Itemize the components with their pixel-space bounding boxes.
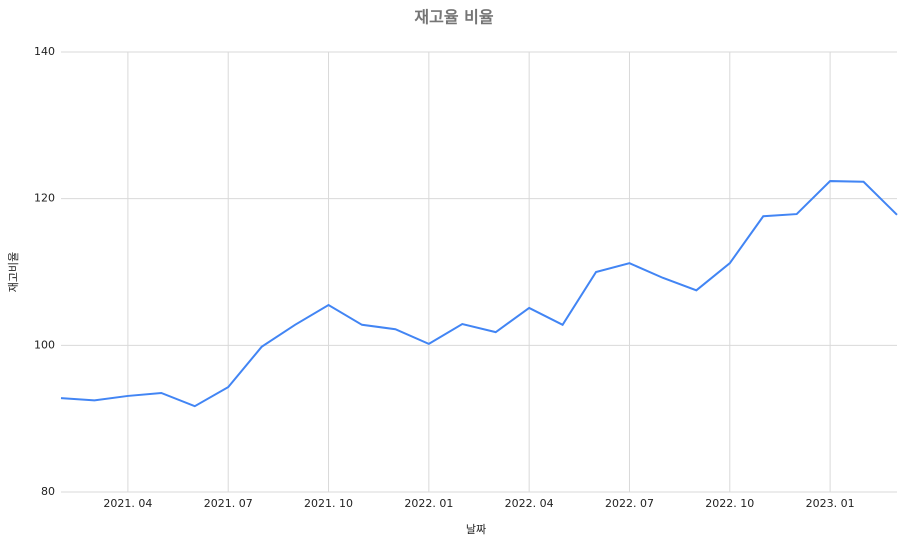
x-tick-label: 2021. 10 (304, 497, 353, 510)
y-tick-label: 120 (34, 192, 55, 205)
y-tick-label: 80 (41, 485, 55, 498)
y-tick-label: 100 (34, 338, 55, 351)
x-tick-label: 2021. 07 (204, 497, 253, 510)
x-tick-label: 2022. 07 (605, 497, 654, 510)
line (60, 180, 898, 408)
x-tick-label: 2021. 04 (103, 497, 152, 510)
x-tick-label: 2023. 01 (806, 497, 855, 510)
x-tick-label: 2022. 10 (705, 497, 754, 510)
x-tick-label: 2022. 01 (404, 497, 453, 510)
chart-title: 재고율 비율 (414, 8, 493, 27)
y-axis-label: 재고비율 (7, 252, 20, 292)
y-tick-label: 140 (34, 45, 55, 58)
x-axis-label: 날짜 (466, 523, 486, 536)
x-tick-label: 2022. 04 (505, 497, 554, 510)
